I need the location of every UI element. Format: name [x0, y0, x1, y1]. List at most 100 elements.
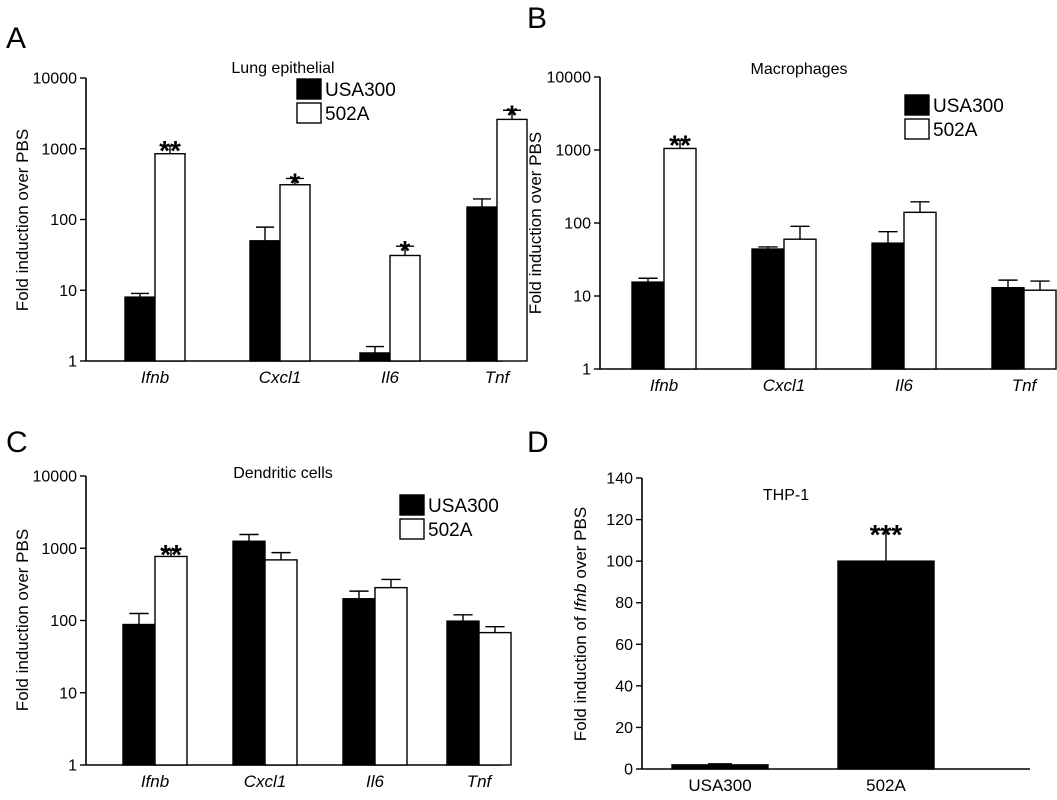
category-label: Il6 [366, 772, 385, 791]
y-tick-label: 100 [606, 554, 633, 571]
bar [783, 238, 817, 370]
y-tick-label: 10000 [33, 469, 78, 486]
panel-label: C [6, 426, 28, 459]
significance-marker: * [290, 167, 301, 198]
y-tick-label: 20 [615, 720, 633, 737]
bar [249, 240, 281, 362]
y-tick-label: 100 [50, 212, 77, 229]
bar [478, 631, 512, 766]
bar [663, 147, 697, 370]
legend-label: USA300 [933, 96, 1004, 117]
legend-swatch [296, 102, 322, 124]
significance-marker: ** [160, 539, 182, 570]
category-label: Cxcl1 [244, 772, 287, 791]
category-label: Il6 [895, 376, 914, 395]
y-axis-label: Fold induction of Ifnb over PBS [571, 507, 590, 741]
category-label: Ifnb [141, 368, 169, 387]
bar [631, 281, 665, 370]
y-tick-label: 1000 [41, 541, 77, 558]
legend-swatch [904, 94, 930, 116]
significance-marker: * [400, 235, 411, 266]
panel-c: C Dendritic cells Fold induction over PB… [6, 426, 512, 791]
y-tick-label: 10000 [547, 70, 592, 87]
y-tick-label: 100 [564, 216, 591, 233]
plot-area: 1 10 100 1000 10000 Ifnb ** Cxcl1 Il6 Tnf USA300 50… [547, 70, 1057, 395]
category-label: Cxcl1 [763, 376, 806, 395]
significance-marker: ** [669, 129, 691, 160]
y-tick-label: 10 [573, 289, 591, 306]
y-tick-label: 60 [615, 637, 633, 654]
y-axis-label: Fold induction over PBS [13, 529, 32, 711]
bar [154, 555, 188, 766]
bar [232, 540, 266, 766]
bar [446, 620, 480, 766]
bar [837, 560, 935, 770]
panel-a: A Lung epithelial Fold induction over PB… [6, 22, 528, 387]
y-tick-label: 1 [68, 354, 77, 371]
y-tick-label: 1000 [555, 143, 591, 160]
significance-marker: * [507, 99, 518, 130]
bar [374, 586, 408, 766]
panel-label: D [527, 426, 549, 459]
category-label: Tnf [467, 772, 494, 791]
category-label: Tnf [485, 368, 512, 387]
legend-label: 502A [933, 120, 978, 141]
y-tick-label: 80 [615, 595, 633, 612]
bar [496, 118, 528, 362]
category-label: Cxcl1 [259, 368, 302, 387]
bar [903, 211, 937, 370]
chart-title: Lung epithelial [231, 60, 334, 77]
bar [871, 242, 905, 370]
plot-area: 1 10 100 1000 10000 Ifnb ** Cxcl1 * Il6 * Tnf * USA30… [33, 71, 528, 387]
y-axis-label: Fold induction over PBS [526, 132, 545, 314]
bar [154, 153, 186, 362]
bar [751, 248, 785, 370]
bar [466, 206, 498, 362]
y-tick-label: 40 [615, 678, 633, 695]
bar [1023, 289, 1057, 370]
legend-swatch [904, 118, 930, 140]
category-label: USA300 [688, 776, 751, 795]
legend-swatch [296, 78, 322, 100]
chart-title: Macrophages [751, 61, 848, 78]
category-label: Tnf [1012, 376, 1039, 395]
bar [124, 296, 156, 362]
category-label: Il6 [381, 368, 400, 387]
bar [342, 598, 376, 766]
y-axis-label: Fold induction over PBS [13, 129, 32, 311]
chart-title: THP-1 [763, 487, 809, 504]
legend-label: USA300 [428, 496, 499, 517]
y-tick-label: 100 [50, 613, 77, 630]
y-tick-label: 1000 [41, 141, 77, 158]
bar [991, 286, 1025, 370]
y-tick-label: 1 [68, 758, 77, 775]
y-tick-label: 10 [59, 685, 77, 702]
legend-label: 502A [325, 104, 370, 125]
legend-label: USA300 [325, 80, 396, 101]
legend-label: 502A [428, 520, 473, 541]
significance-marker: ** [159, 135, 181, 166]
bar [122, 623, 156, 766]
y-tick-label: 10000 [33, 71, 78, 88]
y-tick-label: 10 [59, 283, 77, 300]
y-axis-label-part: over PBS [571, 507, 590, 584]
category-label: Ifnb [141, 772, 169, 791]
legend-swatch [399, 494, 425, 516]
category-label: Ifnb [650, 376, 678, 395]
significance-marker: *** [870, 519, 903, 550]
bar [671, 764, 769, 770]
y-axis-label-part: Fold induction of [571, 612, 590, 741]
panel-b: B Macrophages Fold induction over PBS 11… [526, 2, 1057, 395]
chart-title: Dendritic cells [233, 465, 333, 482]
y-tick-label: 140 [606, 471, 633, 488]
plot-area: 1 10 100 1000 10000 Ifnb ** Cxcl1 Il6 Tnf USA300 50… [33, 469, 512, 791]
plot-area: 0 20 40 60 80 100 120 140 USA300 502A *** [606, 471, 1030, 795]
y-axis-label-gene: Ifnb [571, 583, 590, 611]
bar [359, 352, 391, 362]
bar [264, 559, 298, 766]
panel-d: D THP-1 Fold induction of Ifnb over PBS … [527, 426, 1030, 795]
y-tick-label: 0 [624, 762, 633, 779]
legend-swatch [399, 518, 425, 540]
bar [279, 184, 311, 362]
